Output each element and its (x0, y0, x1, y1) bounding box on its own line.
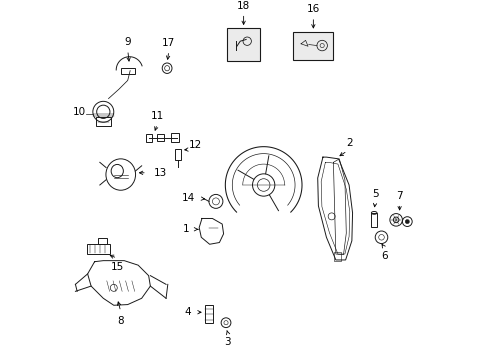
Bar (226, 28, 260, 61)
Bar (121, 68, 134, 74)
Bar (157, 134, 163, 141)
Text: 5: 5 (371, 189, 378, 199)
Text: 9: 9 (124, 37, 131, 47)
Circle shape (405, 220, 408, 224)
Text: 6: 6 (380, 251, 387, 261)
Text: 4: 4 (184, 307, 191, 317)
Text: 13: 13 (154, 168, 167, 178)
Bar (293, 32, 333, 59)
Text: 15: 15 (110, 262, 123, 272)
Text: 8: 8 (117, 316, 124, 326)
Text: 11: 11 (150, 111, 163, 121)
Text: 3: 3 (224, 337, 231, 347)
Text: 18: 18 (237, 1, 250, 11)
Text: 7: 7 (395, 191, 402, 201)
Bar (86, 244, 110, 254)
Text: 16: 16 (306, 4, 319, 14)
Bar (174, 149, 181, 160)
Text: 17: 17 (162, 38, 175, 48)
Text: 10: 10 (72, 107, 85, 117)
Bar (146, 134, 152, 142)
Bar (334, 252, 341, 261)
Text: 12: 12 (188, 140, 201, 150)
Text: 2: 2 (345, 138, 352, 148)
Text: 1: 1 (183, 224, 189, 234)
Bar (98, 238, 106, 244)
Bar (171, 134, 179, 143)
Bar (96, 117, 111, 126)
Bar (204, 305, 213, 323)
Bar (370, 213, 376, 227)
Text: 14: 14 (182, 193, 195, 203)
